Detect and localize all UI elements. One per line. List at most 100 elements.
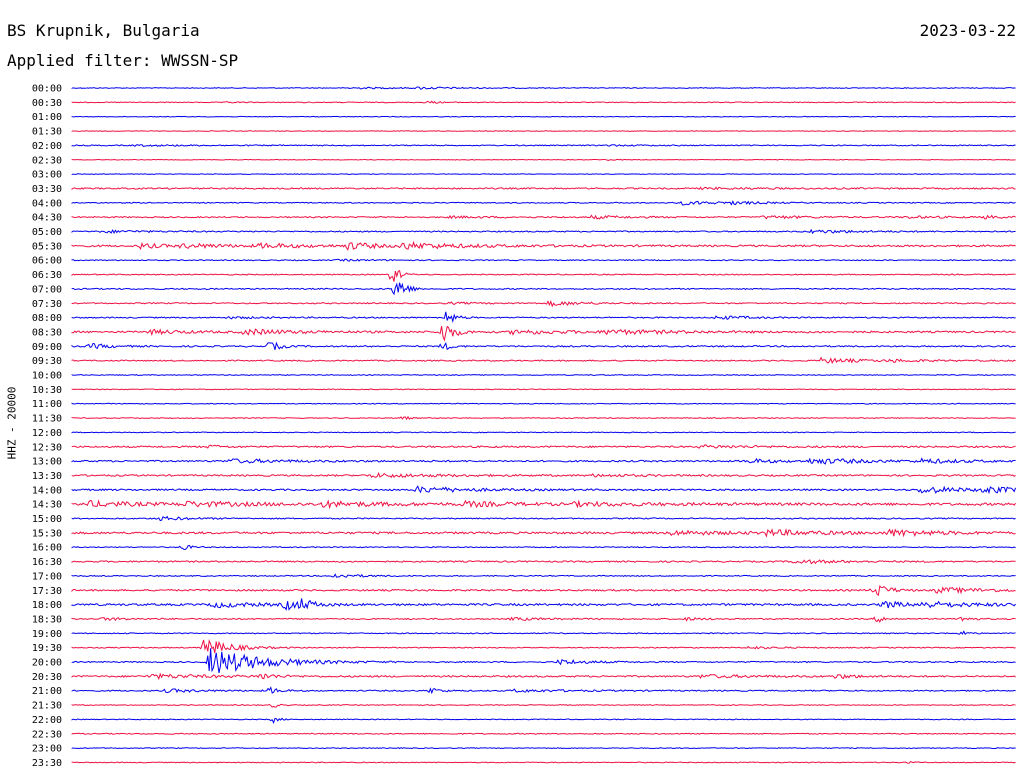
time-tick-label: 08:00 bbox=[32, 313, 62, 324]
time-tick-label: 15:30 bbox=[32, 528, 62, 539]
seismic-trace-row bbox=[71, 485, 1017, 495]
time-tick-label: 20:30 bbox=[32, 672, 62, 683]
seismic-trace-row bbox=[71, 648, 1016, 673]
time-tick-label: 01:30 bbox=[32, 127, 62, 138]
time-tick-label: 07:00 bbox=[32, 284, 62, 295]
seismic-trace-row bbox=[71, 200, 1016, 206]
seismic-trace-row bbox=[71, 630, 1016, 635]
time-tick-label: 18:30 bbox=[32, 614, 62, 625]
seismic-trace-row bbox=[71, 457, 1016, 465]
seismic-trace-row bbox=[71, 173, 1016, 175]
seismic-trace-row bbox=[71, 115, 1016, 118]
seismic-trace-row bbox=[71, 240, 1016, 251]
seismic-trace-row bbox=[71, 374, 1016, 376]
time-tick-label: 10:00 bbox=[32, 371, 62, 382]
time-tick-label: 09:00 bbox=[32, 342, 62, 353]
time-tick-label: 03:00 bbox=[32, 170, 62, 181]
time-tick-label: 12:30 bbox=[32, 442, 62, 453]
seismic-trace-row bbox=[71, 638, 1016, 654]
seismic-trace-row bbox=[71, 415, 1016, 421]
seismic-trace-row bbox=[71, 585, 1016, 597]
seismic-trace-row bbox=[71, 228, 1016, 235]
time-tick-label: 14:30 bbox=[32, 500, 62, 511]
time-tick-label: 02:30 bbox=[32, 155, 62, 166]
time-tick-label: 05:00 bbox=[32, 227, 62, 238]
seismic-trace-row bbox=[71, 300, 1016, 308]
seismic-trace-row bbox=[71, 471, 1016, 479]
time-tick-label: 14:00 bbox=[32, 485, 62, 496]
seismic-trace-row bbox=[71, 282, 1016, 296]
seismic-trace-row bbox=[71, 214, 1016, 220]
seismic-trace-row bbox=[71, 559, 1016, 565]
time-tick-label: 20:00 bbox=[32, 658, 62, 669]
seismic-trace-row bbox=[71, 732, 1016, 735]
seismic-trace-row bbox=[71, 717, 1016, 725]
seismic-trace-row bbox=[71, 311, 1016, 324]
time-tick-label: 21:00 bbox=[32, 686, 62, 697]
time-tick-label: 16:00 bbox=[32, 543, 62, 554]
time-tick-label: 01:00 bbox=[32, 112, 62, 123]
time-tick-label: 05:30 bbox=[32, 241, 62, 252]
seismic-trace-row bbox=[71, 325, 1016, 342]
seismic-trace-row bbox=[71, 528, 1016, 538]
seismic-trace-row bbox=[71, 499, 1017, 510]
seismic-trace-row bbox=[71, 761, 1016, 764]
seismic-trace-row bbox=[71, 515, 1016, 522]
seismic-trace-row bbox=[71, 86, 1016, 90]
seismic-trace-row bbox=[71, 573, 1016, 578]
time-tick-label: 07:30 bbox=[32, 299, 62, 310]
seismic-trace-row bbox=[71, 144, 1016, 147]
seismic-trace-row bbox=[71, 388, 1016, 391]
seismic-trace-row bbox=[71, 269, 1016, 282]
seismic-trace-row bbox=[71, 341, 1016, 351]
time-tick-label: 06:00 bbox=[32, 256, 62, 267]
time-tick-label: 06:30 bbox=[32, 270, 62, 281]
time-tick-label: 21:30 bbox=[32, 701, 62, 712]
seismic-trace-row bbox=[71, 158, 1016, 161]
time-tick-label: 10:30 bbox=[32, 385, 62, 396]
time-tick-label: 03:30 bbox=[32, 184, 62, 195]
station-title: BS Krupnik, Bulgaria bbox=[7, 21, 200, 40]
time-tick-label: 15:00 bbox=[32, 514, 62, 525]
time-tick-label: 02:00 bbox=[32, 141, 62, 152]
time-tick-label: 00:00 bbox=[32, 84, 62, 95]
time-tick-label: 18:00 bbox=[32, 600, 62, 611]
seismic-trace-row bbox=[71, 703, 1016, 708]
time-tick-label: 19:00 bbox=[32, 629, 62, 640]
seismic-trace-row bbox=[71, 672, 1016, 681]
seismic-trace-row bbox=[71, 747, 1016, 750]
time-tick-label: 19:30 bbox=[32, 643, 62, 654]
seismic-trace-row bbox=[71, 100, 1016, 104]
trace-rows: 00:00 00:30 01:00 01:30 02:00 02:30 03:00 03:30… bbox=[32, 84, 1017, 769]
time-tick-label: 04:30 bbox=[32, 213, 62, 224]
time-tick-label: 04:00 bbox=[32, 198, 62, 209]
seismic-trace-row bbox=[71, 186, 1016, 191]
time-tick-label: 22:00 bbox=[32, 715, 62, 726]
seismic-trace-row bbox=[71, 598, 1016, 611]
seismic-trace-row bbox=[71, 431, 1016, 434]
time-tick-label: 23:30 bbox=[32, 758, 62, 769]
time-tick-label: 09:30 bbox=[32, 356, 62, 367]
seismic-trace-row bbox=[71, 616, 1016, 623]
seismic-trace-row bbox=[71, 258, 1016, 262]
time-tick-label: 23:00 bbox=[32, 744, 62, 755]
time-tick-label: 17:00 bbox=[32, 571, 62, 582]
time-tick-label: 13:30 bbox=[32, 471, 62, 482]
seismic-trace-row bbox=[71, 130, 1016, 132]
seismic-trace-row bbox=[71, 402, 1016, 405]
time-tick-label: 00:30 bbox=[32, 98, 62, 109]
time-tick-label: 17:30 bbox=[32, 586, 62, 597]
time-tick-label: 16:30 bbox=[32, 557, 62, 568]
time-tick-label: 12:00 bbox=[32, 428, 62, 439]
filter-label: Applied filter: WWSSN-SP bbox=[7, 51, 239, 70]
date-label: 2023-03-22 bbox=[919, 21, 1016, 40]
time-tick-label: 11:30 bbox=[32, 414, 62, 425]
seismic-trace-row bbox=[71, 686, 1016, 695]
time-tick-label: 22:30 bbox=[32, 729, 62, 740]
seismic-trace-row bbox=[71, 545, 1016, 551]
seismic-trace-row bbox=[71, 356, 1016, 364]
time-tick-label: 11:00 bbox=[32, 399, 62, 410]
time-tick-label: 08:30 bbox=[32, 327, 62, 338]
time-tick-label: 13:00 bbox=[32, 457, 62, 468]
